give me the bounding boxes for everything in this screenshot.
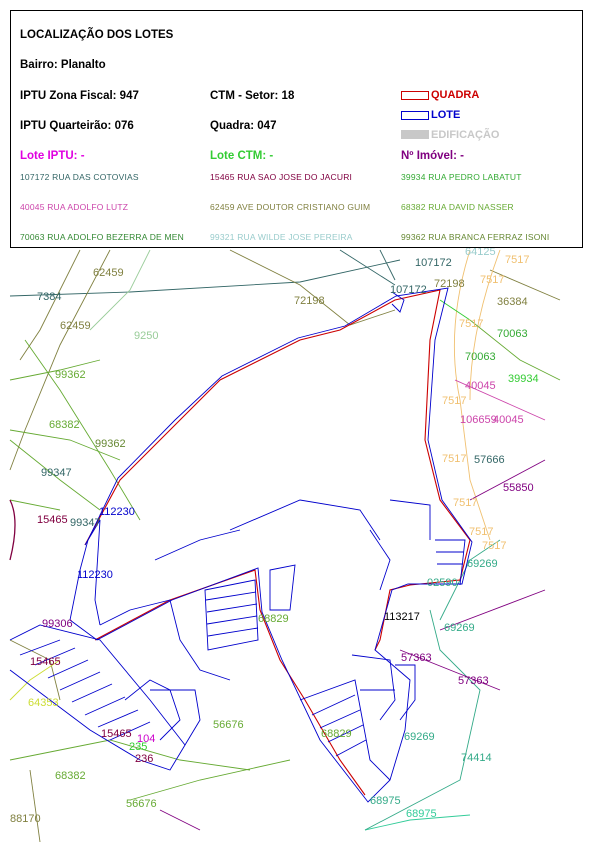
iptu-zona-label: IPTU Zona Fiscal: 947: [20, 90, 139, 102]
map-label: 107172: [390, 284, 427, 296]
map-label: 36384: [497, 296, 528, 308]
map-label: 68975: [370, 795, 401, 807]
map-label: 74414: [461, 752, 492, 764]
map-label: 69269: [444, 622, 475, 634]
street-entry: 62459 AVE DOUTOR CRISTIANO GUIM: [210, 202, 371, 212]
map-label: 39934: [508, 373, 539, 385]
map-label: 68829: [258, 613, 289, 625]
map-label: 15465: [37, 514, 68, 526]
lote-ctm-label: Lote CTM: -: [210, 150, 274, 162]
street-entry: 107172 RUA DAS COTOVIAS: [20, 172, 139, 182]
map-label: 15465: [30, 656, 61, 668]
iptu-quarteirao-label: IPTU Quarteirão: 076: [20, 120, 134, 132]
legend-title: LOCALIZAÇÃO DOS LOTES: [20, 29, 174, 41]
quadra-swatch: [401, 91, 429, 100]
map-label: 72198: [434, 278, 465, 290]
map-label: 62459: [93, 267, 124, 279]
map-label: 40045: [493, 414, 524, 426]
map-label: 113217: [384, 611, 420, 623]
map-label: 55850: [503, 482, 534, 494]
map-label: 99347: [41, 467, 72, 479]
quadra-outline: [84, 289, 471, 796]
map-label: 7517: [459, 318, 483, 330]
map-label: 68382: [49, 419, 80, 431]
street-entry: 68382 RUA DAVID NASSER: [401, 202, 514, 212]
map-label: 68829: [321, 728, 352, 740]
map-label: 99362: [95, 438, 126, 450]
map-label: 7517: [453, 497, 477, 509]
map-label: 02590: [427, 577, 458, 589]
num-imovel-label: Nº Imóvel: -: [401, 150, 464, 162]
edificacao-key-label: EDIFICAÇÃO: [431, 129, 500, 141]
map-label: 40045: [465, 380, 496, 392]
map-label: 104: [137, 733, 155, 745]
map-label: 69269: [404, 731, 435, 743]
lote-iptu-label: Lote IPTU: -: [20, 150, 85, 162]
map-label: 70063: [465, 351, 496, 363]
map-label: 69269: [467, 558, 498, 570]
map-label: 64125: [465, 246, 496, 258]
map-label: 57666: [474, 454, 505, 466]
map-label: 56676: [213, 719, 244, 731]
edificacao-swatch: [401, 130, 429, 139]
map-label: 15465: [101, 728, 132, 740]
lote-swatch: [401, 111, 429, 120]
street-entry: 40045 RUA ADOLFO LUTZ: [20, 202, 129, 212]
street-entry: 99362 RUA BRANCA FERRAZ ISONI: [401, 232, 550, 242]
bairro-label: Bairro: Planalto: [20, 59, 106, 71]
map-label: 99347: [70, 517, 101, 529]
map-label: 57363: [458, 675, 489, 687]
map-label: 112230: [77, 569, 113, 581]
quadra-label: Quadra: 047: [210, 120, 277, 132]
street-entry: 15465 RUA SAO JOSE DO JACURI: [210, 172, 353, 182]
map-label: 7384: [37, 291, 61, 303]
street-lines: [9, 249, 561, 842]
map-label: 99362: [55, 369, 86, 381]
map-label: 68975: [406, 808, 437, 820]
map-label: 99306: [42, 618, 73, 630]
map-label: 7517: [442, 453, 466, 465]
map-label: 57363: [401, 652, 432, 664]
street-entry: 39934 RUA PEDRO LABATUT: [401, 172, 522, 182]
map-label: 56676: [126, 798, 157, 810]
map-label: 64353: [28, 697, 59, 709]
map-label: 7517: [480, 274, 504, 286]
map-label: 7517: [469, 526, 493, 538]
map-label: 107172: [415, 257, 452, 269]
quadra-key-label: QUADRA: [431, 89, 480, 101]
map-label: 7517: [442, 395, 466, 407]
street-entry: 70063 RUA ADOLFO BEZERRA DE MEN: [20, 232, 184, 242]
lote-key-label: LOTE: [431, 109, 461, 121]
ctm-setor-label: CTM - Setor: 18: [210, 90, 295, 102]
map-label: 72198: [294, 295, 325, 307]
map-labels: 107172 107172 72198 72198 64125 7517 751…: [10, 246, 539, 825]
map-label: 62459: [60, 320, 91, 332]
map-label: 9250: [134, 330, 158, 342]
map-label: 88170: [10, 813, 41, 825]
map-label: 7517: [505, 254, 529, 266]
map-label: 112230: [99, 506, 135, 518]
map-label: 236: [135, 753, 153, 765]
lote-outlines: [9, 287, 473, 803]
legend-panel: LOCALIZAÇÃO DOS LOTES Bairro: Planalto I…: [10, 10, 583, 248]
map-label: 106659: [460, 414, 497, 426]
street-entry: 99321 RUA WILDE JOSE PEREIRA: [210, 232, 353, 242]
map-label: 68382: [55, 770, 86, 782]
map-label: 7517: [482, 540, 506, 552]
map-label: 235: [129, 741, 147, 753]
map-label: 70063: [497, 328, 528, 340]
